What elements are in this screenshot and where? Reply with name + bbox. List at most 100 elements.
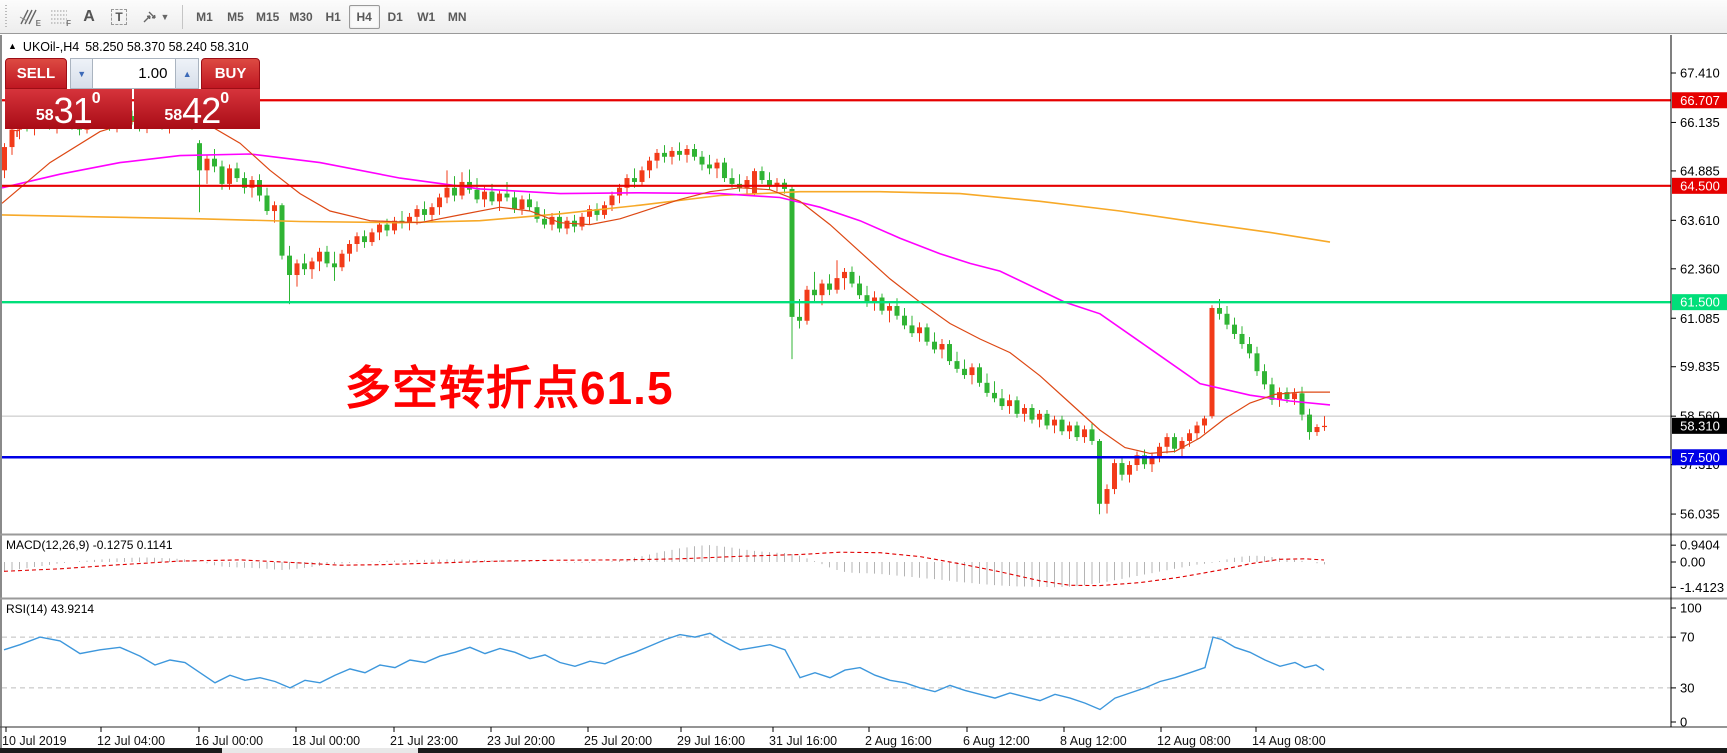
candle-body [692,148,697,157]
candle-body [1082,429,1087,438]
timeframe-m15[interactable]: M15 [251,5,284,29]
candle-body [242,178,247,188]
chart-scrollbar-thumb[interactable] [222,748,418,753]
candle-body [774,182,780,186]
candle-body [339,253,345,268]
text-tool-button[interactable]: T [104,4,134,30]
candle-body [992,392,997,399]
macd-signal-line [3,551,1325,587]
candle-body [1209,307,1215,417]
timeframe-m1[interactable]: M1 [189,5,220,29]
arrows-tool-button[interactable]: ▼ [134,4,176,30]
timeframe-m5[interactable]: M5 [220,5,251,29]
sell-price-small: 58 [35,107,54,124]
candle-body [497,193,502,202]
candle-body [1262,371,1267,385]
time-label: 2 Aug 16:00 [865,734,932,748]
macd-label: MACD(12,26,9) -0.1275 0.1141 [6,538,173,552]
candle-body [609,195,615,206]
arrows-icon [143,11,156,22]
chart-area[interactable]: 67.410 66.135 64.885 63.610 62.360 61.085 59.8… [0,35,1727,753]
candle-body [797,316,802,321]
candle-body [1112,463,1117,490]
buy-button[interactable]: BUY [201,58,260,89]
candle-body [9,129,15,148]
volume-increase-button[interactable]: ▲ [175,58,200,89]
candle-body [639,170,645,182]
candle-body [1097,440,1102,504]
candle-body [542,218,547,225]
ma-slow-line [1,190,1331,243]
candle-body [939,344,945,350]
grid-icon[interactable]: F [44,4,74,30]
candle-body [1254,353,1260,372]
candle-body [309,261,315,270]
timeframe-h1[interactable]: H1 [318,5,349,29]
candle-body [1029,408,1035,420]
candle-body [999,398,1005,407]
timeframe-m30[interactable]: M30 [284,5,317,29]
candle-body [1157,446,1162,457]
candle-body [414,209,420,217]
candle-body [1164,437,1170,447]
candle-body [377,224,382,233]
macd-tick-label: -1.4123 [1680,580,1724,595]
candle-body [1022,408,1027,414]
candle-body [932,341,937,350]
collapse-triangle-icon[interactable]: ▲ [8,41,17,51]
candle-body [827,283,832,290]
candle-body [1194,425,1200,434]
label-tool-button[interactable]: A [74,4,104,30]
indicators-icon[interactable]: E [14,4,44,30]
candle-body [129,116,135,122]
volume-decrease-button[interactable]: ▼ [69,58,94,89]
candle-body [1269,384,1275,400]
candle-body [317,251,322,262]
candle-body [1202,418,1207,426]
candle-body [452,187,457,196]
price-tick-label: 56.035 [1680,507,1720,522]
candle-body [1089,429,1095,441]
candle-body [234,168,240,179]
candle-body [669,150,675,157]
chart-scrollbar-track[interactable] [0,748,1727,753]
candle-body [459,181,465,196]
candle-body [699,156,705,165]
toolbar-drag-handle[interactable] [3,4,10,29]
candle-body [407,216,412,223]
candle-body [624,178,630,188]
price-badge [1672,449,1727,466]
timeframe-mn[interactable]: MN [442,5,473,29]
chart-annotation-text: 多空转折点61.5 [345,362,674,414]
candle-body [1149,456,1155,465]
candle-body [977,367,982,383]
candle-body [857,283,862,296]
candle-body [752,171,757,194]
candle-body [197,143,202,171]
price-tick-label: 59.835 [1680,359,1720,374]
candles-layer [2,109,1327,515]
candle-body [909,325,915,334]
candle-body [917,327,922,334]
text-object-marker: T [14,129,21,140]
candle-body [1127,465,1132,475]
volume-input[interactable] [93,58,176,89]
candle-body [1187,433,1192,441]
candle-body [662,152,667,157]
candle-body [257,180,262,196]
candle-body [354,236,360,244]
buy-price-display[interactable]: 58 42 0 [133,89,260,129]
candle-body [587,209,592,217]
grid-icon-sub: F [66,18,71,28]
candle-body [1224,313,1230,325]
sell-price-display[interactable]: 58 31 0 [5,89,132,129]
timeframe-h4[interactable]: H4 [348,4,380,29]
candle-body [654,152,660,161]
timeframe-w1[interactable]: W1 [411,5,442,29]
sell-button[interactable]: SELL [5,58,67,89]
candle-body [1172,437,1177,449]
rsi-tick-label: 0 [1680,715,1687,730]
candle-body [219,166,225,184]
timeframe-d1[interactable]: D1 [380,5,411,29]
candle-body [212,158,217,167]
